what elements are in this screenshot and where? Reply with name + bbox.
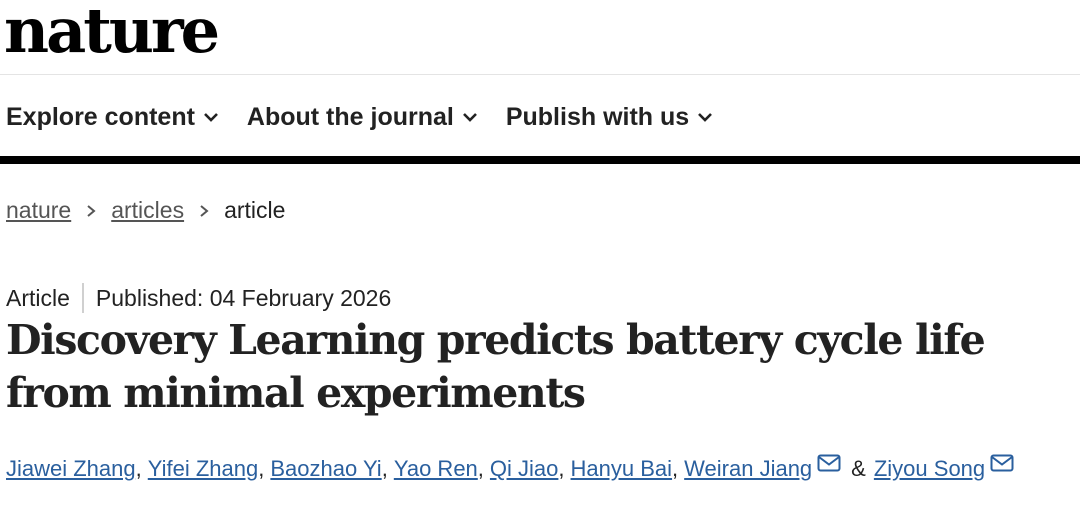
nav-publish-with-us[interactable]: Publish with us	[506, 103, 713, 132]
author-separator: ,	[477, 456, 484, 481]
author-joiner: &	[851, 456, 866, 481]
author-link[interactable]: Yao Ren	[393, 456, 478, 481]
breadcrumb: nature articles article	[6, 197, 285, 224]
breadcrumb-link-articles[interactable]: articles	[111, 197, 185, 223]
header: nature	[0, 0, 1080, 74]
author-separator: ,	[381, 456, 388, 481]
author-link[interactable]: Qi Jiao	[489, 456, 559, 481]
nav-label: About the journal	[246, 102, 454, 131]
chevron-right-icon	[200, 204, 209, 217]
header-divider	[0, 74, 1080, 75]
article-title: Discovery Learning predicts battery cycl…	[6, 316, 986, 417]
author-link[interactable]: Weiran Jiang	[684, 456, 813, 481]
chevron-right-icon	[87, 204, 96, 217]
main-nav: Explore content About the journal Publis…	[6, 100, 741, 134]
published-date: Published: 04 February 2026	[95, 284, 392, 311]
breadcrumb-current: article	[224, 197, 286, 223]
nav-about-the-journal[interactable]: About the journal	[247, 103, 478, 132]
author-link[interactable]: Ziyou Song	[873, 456, 986, 481]
author-list: Jiawei Zhang, Yifei Zhang, Baozhao Yi, Y…	[6, 454, 1014, 482]
nature-logo[interactable]: nature	[4, 0, 220, 67]
nav-rule	[0, 156, 1080, 164]
chevron-down-icon	[204, 113, 218, 122]
author-separator: ,	[135, 456, 142, 481]
meta-divider	[81, 283, 84, 313]
chevron-down-icon	[462, 113, 477, 122]
author-link[interactable]: Baozhao Yi	[270, 456, 382, 481]
nav-label: Publish with us	[505, 102, 690, 131]
author-link[interactable]: Yifei Zhang	[147, 456, 259, 481]
mail-icon[interactable]	[817, 454, 841, 472]
chevron-down-icon	[698, 113, 713, 122]
article-meta: Article Published: 04 February 2026	[6, 283, 391, 313]
nav-explore-content[interactable]: Explore content	[6, 103, 219, 132]
author-separator: ,	[558, 456, 565, 481]
breadcrumb-link-nature[interactable]: nature	[6, 197, 72, 223]
author-separator: ,	[258, 456, 265, 481]
article-type: Article	[6, 284, 70, 311]
mail-icon[interactable]	[990, 454, 1014, 472]
author-link[interactable]: Jiawei Zhang	[6, 456, 136, 481]
author-separator: ,	[672, 456, 679, 481]
author-link[interactable]: Hanyu Bai	[570, 456, 673, 481]
nav-label: Explore content	[6, 102, 195, 131]
